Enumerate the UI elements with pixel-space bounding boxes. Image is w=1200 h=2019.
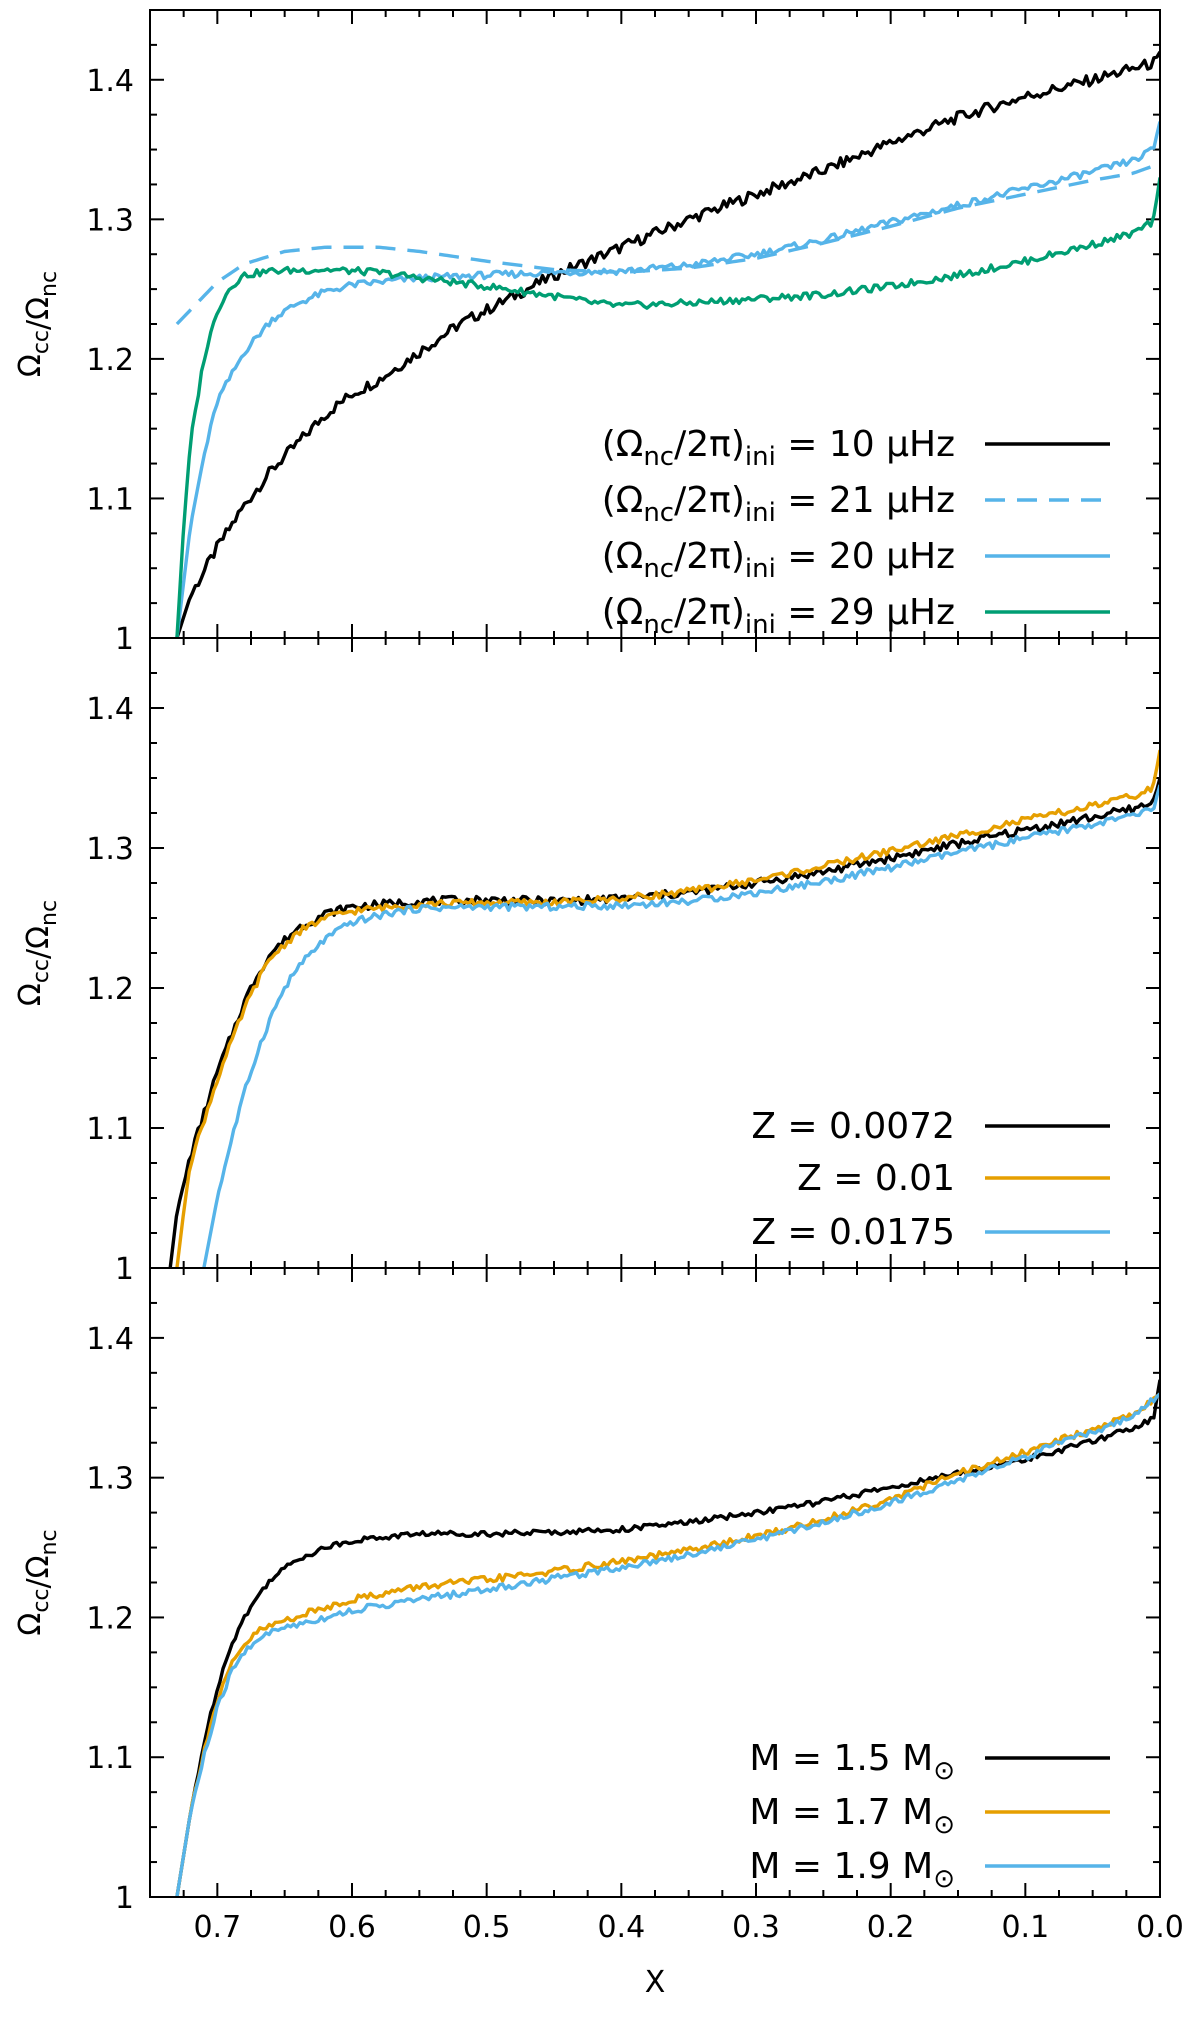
y-tick-label: 1 [115, 1881, 134, 1916]
x-tick-label: 0.0 [1136, 1910, 1184, 1945]
y-tick-label: 1.4 [86, 64, 134, 99]
series-group-top [175, 50, 1160, 638]
y-tick-label: 1 [115, 622, 134, 657]
legend-label: Z = 0.0175 [751, 1212, 955, 1253]
y-tick-label: 1.1 [86, 482, 134, 517]
legend-label: M = 1.5 M⊙ [749, 1738, 955, 1786]
plot-frame [149, 637, 1161, 1269]
series-line [175, 177, 1160, 638]
y-tick-label: 1.3 [86, 832, 134, 867]
series-line [175, 1392, 1160, 1897]
y-tick-label: 1.1 [86, 1112, 134, 1147]
series-line [175, 1392, 1160, 1897]
y-axis-title: Ωcc/Ωnc [13, 900, 62, 1006]
series-line [175, 50, 1160, 638]
y-tick-label: 1.2 [86, 1601, 134, 1636]
y-tick-label: 1.3 [86, 203, 134, 238]
legend-label: M = 1.7 M⊙ [749, 1792, 955, 1840]
legend-label: Z = 0.01 [797, 1158, 955, 1199]
legend-top: (Ωnc/2π)ini = 10 μHz (Ωnc/2π)ini = 21 μHz… [602, 424, 1110, 640]
legend-bottom: M = 1.5 M⊙ M = 1.7 M⊙ M = 1.9 M⊙ [749, 1738, 1110, 1894]
y-tick-label: 1.1 [86, 1741, 134, 1776]
x-axis-title: X [645, 1965, 666, 2000]
series-line [175, 161, 1160, 326]
y-tick-label: 1.4 [86, 692, 134, 727]
y-tick-label: 1.2 [86, 972, 134, 1007]
legend-label: (Ωnc/2π)ini = 21 μHz [602, 480, 955, 528]
panel-bottom: 1 1.1 1.2 1.3 1.4 0.7 0.6 0.5 0.4 0.3 0.2 0.1 0.0 X Ωc… [13, 1267, 1184, 2000]
x-tick-label: 0.1 [1001, 1910, 1049, 1945]
panel-top: 1 1.1 1.2 1.3 1.4 Ωcc/Ωnc (Ωnc/2π)ini = 10 μHz… [13, 9, 1161, 657]
x-tick-label: 0.3 [732, 1910, 780, 1945]
legend-label: M = 1.9 M⊙ [749, 1846, 955, 1894]
legend-middle: Z = 0.0072 Z = 0.01 Z = 0.0175 [751, 1106, 1110, 1253]
series-line [202, 784, 1160, 1268]
ticks-bottom [149, 1267, 1161, 1898]
y-axis-title: Ωcc/Ωnc [13, 1529, 62, 1635]
x-tick-label: 0.6 [328, 1910, 376, 1945]
y-tick-label: 1 [115, 1252, 134, 1287]
plot-frame [149, 1267, 1161, 1898]
series-line [175, 121, 1160, 638]
y-tick-label: 1.2 [86, 343, 134, 378]
legend-label: (Ωnc/2π)ini = 10 μHz [602, 424, 955, 472]
y-tick-label: 1.4 [86, 1322, 134, 1357]
series-group-bottom [175, 1379, 1160, 1897]
x-tick-label: 0.7 [193, 1910, 241, 1945]
legend-label: (Ωnc/2π)ini = 20 μHz [602, 536, 955, 584]
legend-label: (Ωnc/2π)ini = 29 μHz [602, 592, 955, 640]
x-tick-label: 0.4 [597, 1910, 645, 1945]
y-tick-label: 1.3 [86, 1462, 134, 1497]
series-line [175, 749, 1160, 1268]
series-line [168, 777, 1160, 1268]
legend-label: Z = 0.0072 [751, 1106, 955, 1147]
x-tick-label: 0.5 [463, 1910, 511, 1945]
series-group-middle [168, 749, 1160, 1268]
ticks-middle [149, 637, 1161, 1269]
x-tick-label: 0.2 [867, 1910, 915, 1945]
y-axis-title: Ωcc/Ωnc [13, 271, 62, 377]
